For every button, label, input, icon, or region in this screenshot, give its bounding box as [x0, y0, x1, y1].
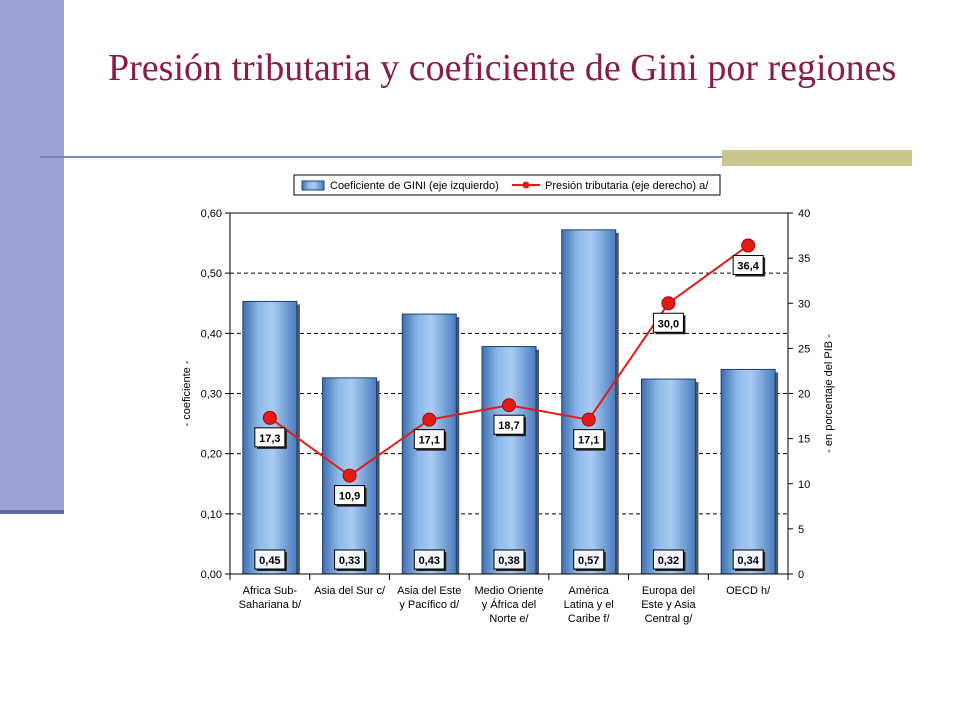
tax-data-label: 17,1 — [419, 435, 440, 447]
y-tick-label: 0,10 — [201, 509, 222, 521]
y2-axis-title: - en porcentaje del PIB - — [823, 334, 835, 453]
tax-data-label: 10,9 — [339, 491, 360, 503]
gini-bar — [640, 378, 696, 575]
y-tick-label: 0,40 — [201, 328, 222, 340]
tax-label-box — [652, 312, 684, 333]
gini-data-label: 0,43 — [419, 555, 440, 567]
tax-data-label: 36,4 — [737, 260, 759, 272]
tax-point — [741, 238, 756, 253]
sidebar-decoration — [0, 0, 64, 512]
gini-label-box — [652, 549, 684, 570]
y-tick-label: 0,30 — [201, 389, 222, 401]
gini-label-box — [573, 549, 605, 570]
title-divider-accent — [722, 150, 912, 166]
category-label: Asia del Este — [397, 585, 461, 597]
tax-label-box — [413, 429, 445, 450]
gini-label-box — [254, 549, 286, 570]
tax-point — [262, 410, 277, 425]
gini-data-label: 0,34 — [737, 555, 759, 567]
category-label: OECD h/ — [726, 585, 771, 597]
gini-label-box — [493, 549, 525, 570]
category-label: Africa Sub- — [243, 585, 298, 597]
tax-data-label: 18,7 — [498, 420, 519, 432]
y-tick-label: 0,60 — [201, 208, 222, 220]
gini-data-label: 0,33 — [339, 555, 360, 567]
gini-data-label: 0,38 — [498, 555, 519, 567]
category-label: Latina y el — [564, 599, 614, 611]
tax-label-box — [732, 254, 764, 275]
tax-point — [502, 398, 516, 413]
y-tick-label: 0,20 — [201, 449, 222, 461]
category-label: y África del — [482, 598, 536, 611]
y2-tick-label: 30 — [798, 298, 810, 310]
legend-box — [293, 174, 721, 196]
tax-data-label: 30,0 — [658, 318, 679, 330]
legend-label-tax: Presión tributaria (eje derecho) a/ — [545, 180, 709, 192]
legend-swatch-gini — [301, 180, 325, 191]
legend-swatch-tax-marker — [522, 181, 530, 189]
category-label: Medio Oriente — [474, 585, 543, 597]
category-label: Central g/ — [645, 613, 694, 625]
tax-label-box — [573, 429, 605, 450]
y2-tick-label: 15 — [798, 434, 810, 446]
tax-point — [422, 412, 437, 427]
tax-data-label: 17,1 — [578, 435, 599, 447]
category-label: América — [569, 585, 610, 597]
gini-bar — [720, 368, 776, 575]
y2-tick-label: 20 — [798, 389, 810, 401]
y2-tick-label: 0 — [798, 569, 804, 581]
tax-point — [661, 296, 676, 311]
sidebar-shadow — [0, 510, 64, 514]
category-label: Caribe f/ — [568, 613, 611, 625]
slide-title: Presión tributaria y coeficiente de Gini… — [108, 47, 897, 89]
y2-tick-label: 40 — [798, 208, 810, 220]
category-label: Asia del Sur c/ — [314, 585, 386, 597]
y2-tick-label: 35 — [798, 253, 810, 265]
tax-point — [342, 468, 357, 483]
gini-data-label: 0,32 — [658, 555, 679, 567]
gini-bar — [481, 346, 537, 575]
gini-data-label: 0,57 — [578, 555, 599, 567]
tax-label-box — [493, 414, 525, 435]
y2-tick-label: 5 — [798, 524, 804, 536]
category-label: y Pacífico d/ — [399, 599, 460, 611]
y2-tick-label: 10 — [798, 479, 810, 491]
gini-label-box — [413, 549, 445, 570]
tax-label-box — [334, 485, 366, 506]
category-label: Europa del — [642, 585, 695, 597]
tax-point — [581, 412, 596, 427]
category-label: Este y Asia — [641, 599, 696, 611]
title-divider — [40, 156, 912, 158]
y2-tick-label: 25 — [798, 343, 810, 355]
y-axis-title: - coeficiente - — [181, 360, 193, 426]
category-label: Norte e/ — [489, 613, 529, 625]
y-tick-label: 0,00 — [201, 569, 222, 581]
gini-data-label: 0,45 — [259, 555, 280, 567]
gini-label-box — [334, 549, 366, 570]
gini-label-box — [732, 549, 764, 570]
gini-bar — [561, 229, 617, 575]
tax-data-label: 17,3 — [259, 433, 280, 445]
category-label: Sahariana b/ — [239, 599, 302, 611]
tax-label-box — [254, 427, 286, 448]
legend-label-gini: Coeficiente de GINI (eje izquierdo) — [330, 180, 499, 192]
y-tick-label: 0,50 — [201, 268, 222, 280]
